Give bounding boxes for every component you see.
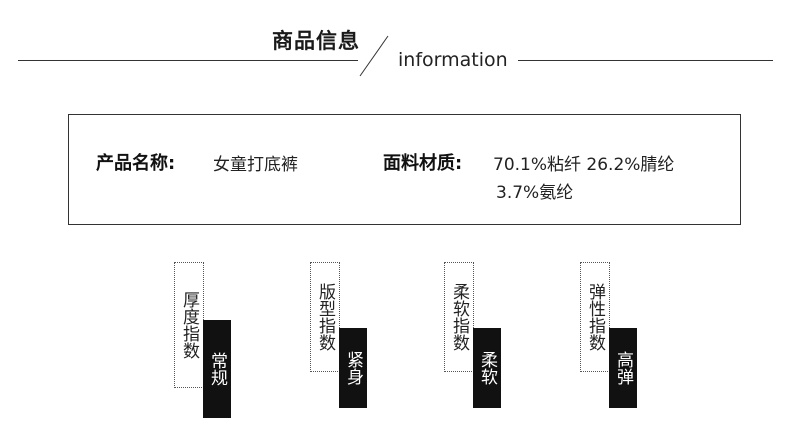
- material-value-line2: 3.7%氨纶: [496, 183, 574, 203]
- elasticity-index-value: 高弹: [609, 328, 637, 408]
- fit-index-value: 紧身: [339, 328, 367, 408]
- section-title: 商品信息: [272, 29, 360, 53]
- fit-index-label: 版型指数: [310, 262, 340, 372]
- softness-index-value: 柔软: [473, 328, 501, 408]
- product-name-value: 女童打底裤: [213, 155, 298, 175]
- product-name-label: 产品名称:: [96, 153, 176, 174]
- header-rule-left: [18, 60, 358, 61]
- section-subtitle: information: [398, 49, 508, 71]
- header-rule-right: [518, 60, 773, 61]
- material-value-line1: 70.1%粘纤 26.2%腈纶: [493, 155, 675, 175]
- material-label: 面料材质:: [383, 153, 463, 174]
- elasticity-index-label: 弹性指数: [580, 262, 610, 372]
- softness-index-label: 柔软指数: [444, 262, 474, 372]
- thickness-index-value: 常规: [203, 320, 231, 418]
- thickness-index-label: 厚度指数: [174, 262, 204, 388]
- product-info-box: 产品名称: 女童打底裤 面料材质: 70.1%粘纤 26.2%腈纶 3.7%氨纶: [68, 114, 741, 225]
